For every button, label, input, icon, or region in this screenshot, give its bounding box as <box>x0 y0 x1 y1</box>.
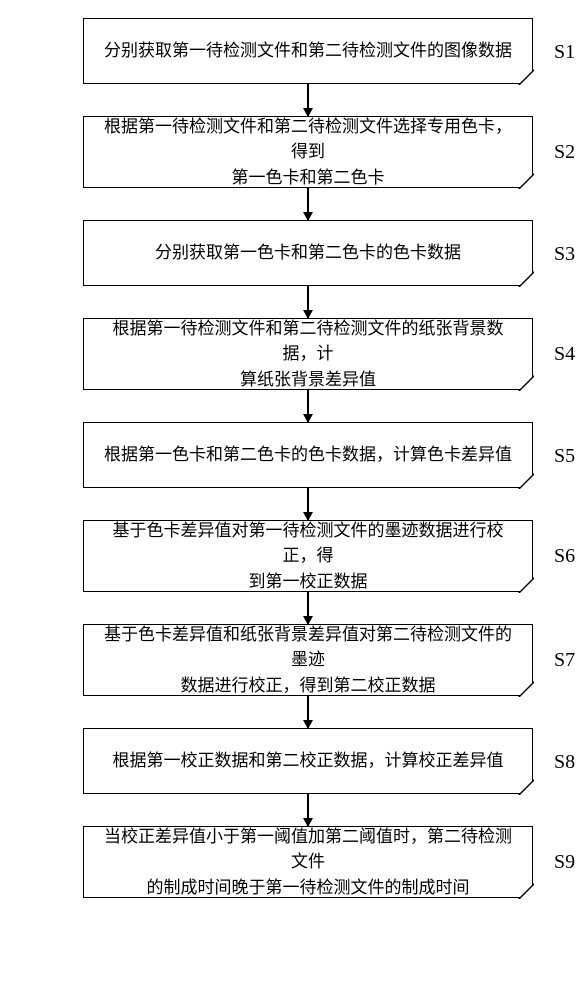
notch-corner <box>518 779 534 795</box>
step-label-s4: S4 <box>554 343 575 366</box>
arrow-down <box>307 84 309 116</box>
arrow-down <box>307 696 309 728</box>
step-text: 当校正差异值小于第一阈值加第二阈值时，第二待检测文件的制成时间晚于第一待检测文件… <box>96 824 520 901</box>
step-label-s3: S3 <box>554 243 575 266</box>
step-container-s7: 基于色卡差异值和纸张背景差异值对第二待检测文件的墨迹数据进行校正，得到第二校正数… <box>83 624 533 728</box>
arrow-down <box>307 488 309 520</box>
notch-corner <box>518 173 534 189</box>
notch-corner <box>518 473 534 489</box>
step-container-s9: 当校正差异值小于第一阈值加第二阈值时，第二待检测文件的制成时间晚于第一待检测文件… <box>83 826 533 898</box>
step-box-s7: 基于色卡差异值和纸张背景差异值对第二待检测文件的墨迹数据进行校正，得到第二校正数… <box>83 624 533 696</box>
step-box-s4: 根据第一待检测文件和第二待检测文件的纸张背景数据，计算纸张背景差异值S4 <box>83 318 533 390</box>
notch-corner <box>518 681 534 697</box>
step-box-s9: 当校正差异值小于第一阈值加第二阈值时，第二待检测文件的制成时间晚于第一待检测文件… <box>83 826 533 898</box>
notch-corner <box>518 577 534 593</box>
step-label-s9: S9 <box>554 851 575 874</box>
step-box-s3: 分别获取第一色卡和第二色卡的色卡数据S3 <box>83 220 533 286</box>
step-label-s6: S6 <box>554 545 575 568</box>
step-label-s5: S5 <box>554 445 575 468</box>
step-label-s1: S1 <box>554 41 575 64</box>
arrow-down <box>307 286 309 318</box>
step-container-s6: 基于色卡差异值对第一待检测文件的墨迹数据进行校正，得到第一校正数据S6 <box>83 520 533 624</box>
step-box-s8: 根据第一校正数据和第二校正数据，计算校正差异值S8 <box>83 728 533 794</box>
arrow-down <box>307 390 309 422</box>
step-text: 根据第一待检测文件和第二待检测文件的纸张背景数据，计算纸张背景差异值 <box>96 316 520 393</box>
step-text: 分别获取第一色卡和第二色卡的色卡数据 <box>155 240 461 266</box>
step-container-s3: 分别获取第一色卡和第二色卡的色卡数据S3 <box>83 220 533 318</box>
step-box-s5: 根据第一色卡和第二色卡的色卡数据，计算色卡差异值S5 <box>83 422 533 488</box>
step-box-s2: 根据第一待检测文件和第二待检测文件选择专用色卡，得到第一色卡和第二色卡S2 <box>83 116 533 188</box>
notch-corner <box>518 883 534 899</box>
step-container-s5: 根据第一色卡和第二色卡的色卡数据，计算色卡差异值S5 <box>83 422 533 520</box>
notch-corner <box>518 69 534 85</box>
step-label-s2: S2 <box>554 141 575 164</box>
step-text: 根据第一校正数据和第二校正数据，计算校正差异值 <box>113 748 504 774</box>
step-text: 分别获取第一待检测文件和第二待检测文件的图像数据 <box>104 38 512 64</box>
step-text: 根据第一待检测文件和第二待检测文件选择专用色卡，得到第一色卡和第二色卡 <box>96 114 520 191</box>
step-box-s6: 基于色卡差异值对第一待检测文件的墨迹数据进行校正，得到第一校正数据S6 <box>83 520 533 592</box>
notch-corner <box>518 375 534 391</box>
step-label-s8: S8 <box>554 751 575 774</box>
step-container-s4: 根据第一待检测文件和第二待检测文件的纸张背景数据，计算纸张背景差异值S4 <box>83 318 533 422</box>
arrow-down <box>307 188 309 220</box>
step-text: 根据第一色卡和第二色卡的色卡数据，计算色卡差异值 <box>104 442 512 468</box>
step-text: 基于色卡差异值和纸张背景差异值对第二待检测文件的墨迹数据进行校正，得到第二校正数… <box>96 622 520 699</box>
step-container-s2: 根据第一待检测文件和第二待检测文件选择专用色卡，得到第一色卡和第二色卡S2 <box>83 116 533 220</box>
notch-corner <box>518 271 534 287</box>
arrow-down <box>307 592 309 624</box>
step-box-s1: 分别获取第一待检测文件和第二待检测文件的图像数据S1 <box>83 18 533 84</box>
arrow-down <box>307 794 309 826</box>
step-container-s1: 分别获取第一待检测文件和第二待检测文件的图像数据S1 <box>83 18 533 116</box>
step-text: 基于色卡差异值对第一待检测文件的墨迹数据进行校正，得到第一校正数据 <box>96 518 520 595</box>
step-container-s8: 根据第一校正数据和第二校正数据，计算校正差异值S8 <box>83 728 533 826</box>
flowchart-container: 分别获取第一待检测文件和第二待检测文件的图像数据S1根据第一待检测文件和第二待检… <box>0 0 586 898</box>
step-label-s7: S7 <box>554 649 575 672</box>
